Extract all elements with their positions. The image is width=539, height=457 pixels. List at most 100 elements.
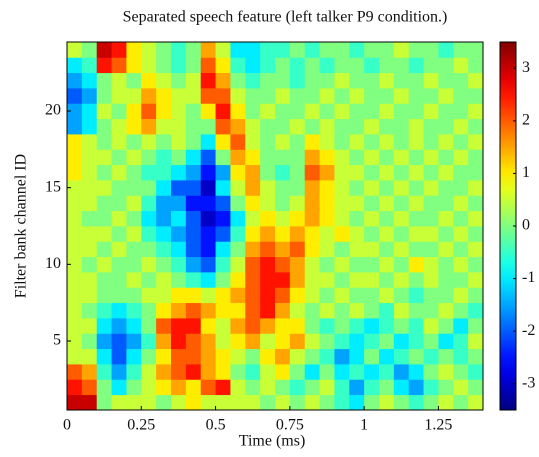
heatmap-cell [438, 134, 454, 150]
heatmap-cell [200, 394, 216, 411]
heatmap-cell [81, 333, 98, 350]
heatmap-cell [141, 57, 157, 74]
heatmap-cell [468, 272, 484, 288]
heatmap-cell [319, 318, 335, 334]
heatmap-cell [156, 149, 172, 166]
heatmap-cell [468, 72, 484, 89]
heatmap-cell [215, 394, 231, 411]
heatmap-cell [185, 241, 202, 258]
heatmap-cell [379, 180, 395, 196]
heatmap-cell [438, 103, 454, 120]
heatmap-cell [423, 164, 439, 181]
heatmap-cell [289, 287, 306, 304]
heatmap-cell [126, 103, 142, 120]
heatmap-cell [468, 318, 484, 334]
heatmap-cell [156, 72, 172, 89]
heatmap-cell [438, 164, 454, 181]
heatmap-cell [156, 241, 172, 258]
x-tick-label: 0.25 [127, 417, 155, 434]
heatmap-cell [408, 241, 424, 258]
heatmap-cell [67, 348, 83, 365]
heatmap-cell [304, 118, 320, 135]
heatmap-cell [319, 272, 335, 288]
heatmap-cell [349, 103, 365, 120]
heatmap-cell [334, 272, 350, 288]
heatmap-cell [349, 287, 365, 304]
heatmap-cell [393, 72, 410, 89]
heatmap-cell [230, 318, 246, 334]
heatmap-cell [141, 134, 157, 150]
heatmap-cell [334, 241, 350, 258]
heatmap-cell [468, 134, 484, 150]
heatmap-cell [349, 57, 365, 74]
heatmap-cell [468, 394, 484, 411]
heatmap-cell [438, 364, 454, 380]
heatmap-cell [171, 287, 187, 304]
heatmap-cell [289, 57, 306, 74]
heatmap-cell [423, 318, 439, 334]
heatmap-cell [81, 241, 98, 258]
heatmap-cell [334, 364, 350, 380]
heatmap-cell [156, 287, 172, 304]
heatmap-cell [81, 287, 98, 304]
heatmap-cell [379, 364, 395, 380]
heatmap-cell [423, 180, 439, 196]
heatmap-cell [230, 42, 246, 58]
heatmap-cell [111, 180, 127, 196]
heatmap-cell [364, 348, 380, 365]
heatmap-cell [111, 210, 127, 227]
heatmap-cell [304, 226, 320, 242]
heatmap-cell [364, 134, 380, 150]
heatmap-cell [379, 42, 395, 58]
heatmap-cell [453, 57, 469, 74]
heatmap-cell [260, 149, 276, 166]
heatmap-cell [423, 256, 439, 273]
heatmap-cell [364, 149, 380, 166]
heatmap-cell [468, 103, 484, 120]
heatmap-cell [81, 394, 98, 411]
heatmap-cell [438, 241, 454, 258]
heatmap-cell [364, 241, 380, 258]
heatmap-cell [230, 226, 246, 242]
heatmap-cell [379, 241, 395, 258]
heatmap-cell [393, 348, 410, 365]
heatmap-cell [111, 379, 127, 396]
heatmap-cell [319, 394, 335, 411]
heatmap-cell [200, 272, 216, 288]
heatmap-cell [453, 134, 469, 150]
heatmap-cell [230, 118, 246, 135]
heatmap-cell [126, 318, 142, 334]
heatmap-cell [319, 256, 335, 273]
heatmap-cell [185, 333, 202, 350]
heatmap-cell [81, 272, 98, 288]
heatmap-cell [67, 226, 83, 242]
heatmap-cell [185, 256, 202, 273]
heatmap-cell [393, 164, 410, 181]
heatmap-cell [67, 364, 83, 380]
heatmap-cell [349, 364, 365, 380]
heatmap-cell [289, 241, 306, 258]
heatmap-cell [81, 134, 98, 150]
heatmap-cell [468, 241, 484, 258]
heatmap-cell [438, 318, 454, 334]
heatmap-cell [379, 302, 395, 319]
heatmap-cell [96, 272, 112, 288]
heatmap-cell [230, 348, 246, 365]
heatmap-cell [393, 149, 410, 166]
heatmap-cell [438, 210, 454, 227]
heatmap-cell [393, 333, 410, 350]
heatmap-cell [200, 348, 216, 365]
heatmap-cell [96, 88, 112, 104]
heatmap-cell [289, 180, 306, 196]
heatmap-cell [364, 72, 380, 89]
heatmap-cell [67, 256, 83, 273]
heatmap-cell [468, 57, 484, 74]
heatmap-cell [185, 57, 202, 74]
heatmap-cell [468, 164, 484, 181]
heatmap-cell [349, 256, 365, 273]
heatmap-cell [364, 210, 380, 227]
heatmap-cell [334, 164, 350, 181]
heatmap-cell [141, 318, 157, 334]
heatmap-cell [67, 379, 83, 396]
heatmap-cell [96, 57, 112, 74]
